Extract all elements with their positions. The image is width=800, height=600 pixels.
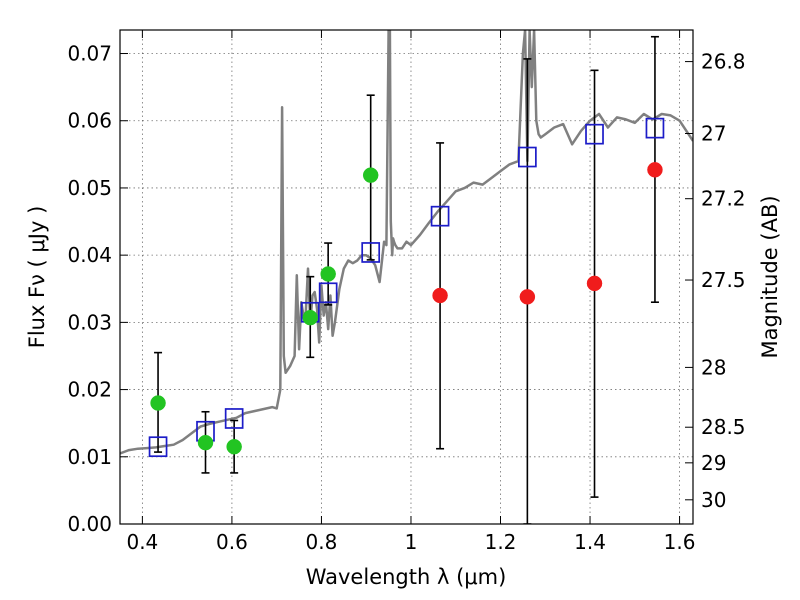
observed-green-point xyxy=(197,434,214,451)
sed-template-line xyxy=(120,30,693,455)
observed-green-point xyxy=(150,395,166,411)
y-axis-label: Flux Fν ( μJy ) xyxy=(25,206,49,349)
y-tick-label: 0.03 xyxy=(67,310,112,334)
observed-green-point xyxy=(226,438,242,455)
y-tick-label: 0.00 xyxy=(67,512,112,536)
x-tick-label: 0.8 xyxy=(306,530,338,554)
x-tick-label: 1 xyxy=(405,530,418,554)
plot-area xyxy=(120,30,693,524)
observed-green-point xyxy=(362,167,379,183)
y-tick-label: 0.02 xyxy=(67,378,112,402)
x-tick-label: 1.6 xyxy=(664,530,696,554)
model-square-marker xyxy=(224,408,244,429)
plot-frame xyxy=(119,29,694,525)
y2-tick-label: 27 xyxy=(701,122,726,146)
y-tick-label: 0.04 xyxy=(67,243,112,267)
observed-green-point xyxy=(302,309,319,326)
observed-red-point xyxy=(586,275,603,292)
model-square-marker xyxy=(645,117,665,139)
y2-axis-label: Magnitude (AB) xyxy=(758,195,782,358)
model-square-marker xyxy=(585,123,604,145)
x-tick-label: 1.2 xyxy=(485,530,517,554)
axes: 0.4 0.6 0.8 1 1.2 1.4 1.6 0.00 0.01 0.02 0.03 0.04 0… xyxy=(67,30,746,554)
y2-tick-label: 26.8 xyxy=(701,50,746,74)
y-tick-label: 0.05 xyxy=(67,176,112,200)
model-square-marker xyxy=(148,436,168,458)
model-square-marker xyxy=(318,282,338,304)
model-square-marker xyxy=(518,146,537,168)
y2-tick-label: 27.5 xyxy=(701,268,746,292)
y-tick-label: 0.06 xyxy=(67,109,112,133)
y2-tick-label: 30 xyxy=(701,488,726,512)
observed-red-point xyxy=(647,162,663,178)
x-tick-label: 0.4 xyxy=(126,530,158,554)
y2-tick-label: 27.2 xyxy=(701,187,746,211)
model-square-marker xyxy=(430,205,450,227)
x-tick-label: 0.6 xyxy=(216,530,248,554)
y2-tick-label: 28.5 xyxy=(701,415,746,439)
y-tick-label: 0.01 xyxy=(67,445,112,469)
observed-red-point xyxy=(519,289,536,305)
x-axis-label: Wavelength λ (μm) xyxy=(306,565,507,589)
y2-tick-label: 28 xyxy=(701,355,726,379)
model-square-marker xyxy=(361,242,381,263)
y-tick-label: 0.07 xyxy=(67,42,112,66)
y2-tick-label: 29 xyxy=(701,451,726,475)
observed-green-point xyxy=(320,266,336,282)
observed-red-point xyxy=(432,287,448,304)
x-tick-label: 1.4 xyxy=(574,530,606,554)
